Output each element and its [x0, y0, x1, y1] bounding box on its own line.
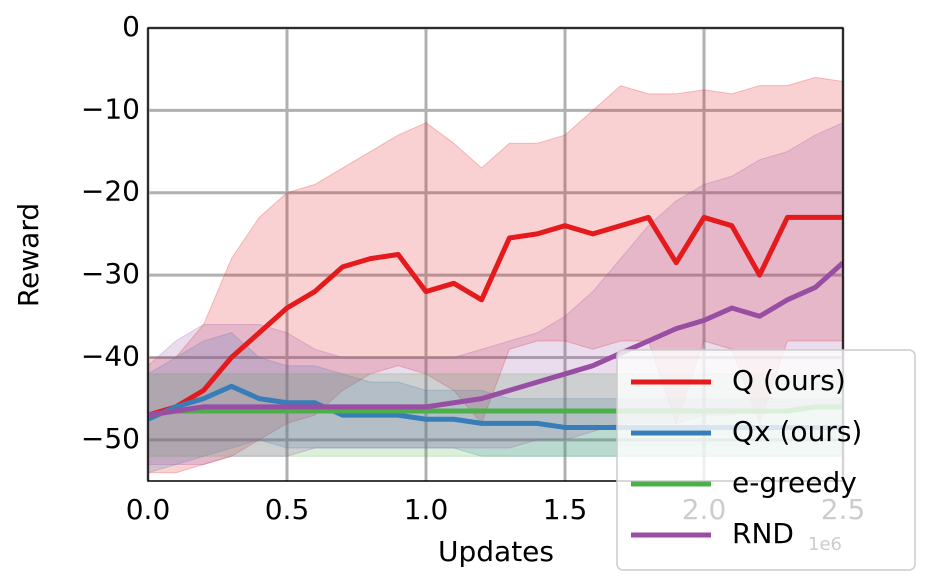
axes-frame	[147, 27, 844, 482]
x-tick-label: 0.0	[126, 493, 171, 526]
y-tick-label: −20	[81, 175, 140, 208]
series-line	[148, 214, 843, 418]
series-line	[148, 260, 843, 418]
y-tick-label: −40	[81, 339, 140, 372]
x-tick-label: 1.0	[404, 493, 449, 526]
y-tick-label: 0	[122, 10, 140, 43]
y-tick-label: −30	[81, 257, 140, 290]
x-tick-label: 0.5	[265, 493, 310, 526]
y-axis-label: Reward	[12, 203, 45, 307]
legend-box	[616, 349, 916, 571]
legend-label: Qx (ours)	[732, 415, 862, 448]
legend-label: Q (ours)	[732, 364, 846, 397]
legend-label: RND	[732, 517, 794, 550]
legend-label: e-greedy	[732, 466, 857, 499]
x-tick-label: 1.5	[543, 493, 588, 526]
y-tick-label: −10	[81, 92, 140, 125]
x-axis-label: Updates	[438, 535, 554, 568]
y-tick-label: −50	[81, 422, 140, 455]
